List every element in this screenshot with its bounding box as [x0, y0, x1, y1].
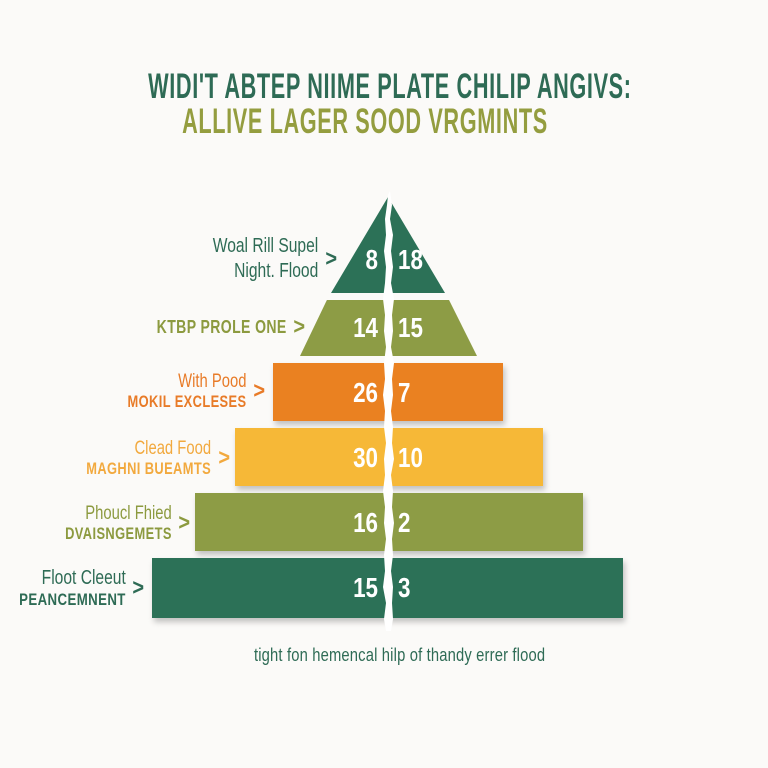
level-6-right-value: 3 — [398, 572, 411, 603]
level-6-label: Floot Cleeut PEANCEMNENT > — [0, 567, 144, 609]
level-1-label-line1: Woal Rill Supel — [212, 235, 319, 257]
level-1-left-value: 8 — [365, 244, 378, 275]
level-2-left-value: 14 — [353, 312, 378, 343]
level-1-label-line2: Night. Flood — [234, 260, 319, 282]
level-3-label-line1: With Pood — [177, 371, 247, 392]
level-5-label-line2: DVAISNGEMETS — [64, 525, 172, 543]
page-title: WIDI'T ABTEP NIIME PLATE CHILIP ANGIVS: … — [0, 67, 730, 141]
arrow-right-icon: > — [293, 314, 305, 340]
footer-caption-text: tight fon hemencal hilp of thandy errer … — [254, 645, 546, 665]
level-6-left-value: 15 — [353, 572, 378, 603]
level-3-right-value: 7 — [398, 377, 411, 408]
level-6-label-line1: Floot Cleeut — [41, 567, 126, 589]
arrow-right-icon: > — [178, 509, 190, 536]
level-2-right-value: 15 — [398, 312, 423, 343]
level-4-label-line1: Clead Food — [134, 438, 212, 459]
arrow-right-icon: > — [325, 245, 337, 272]
arrow-right-icon: > — [132, 574, 144, 601]
torn-center-divider — [383, 191, 394, 631]
arrow-right-icon: > — [218, 444, 230, 471]
title-line-2: ALLIVE LAGER SOOD VRGMINTS — [182, 102, 548, 141]
level-1-label: Woal Rill Supel Night. Flood > — [183, 234, 337, 284]
level-5-left-value: 16 — [353, 507, 378, 538]
level-4-label-line2: MAGHNI BUEAMTS — [86, 460, 212, 478]
level-4-right-value: 10 — [398, 442, 423, 473]
level-6-label-line2: PEANCEMNENT — [18, 590, 126, 609]
level-3-label-line2: MOKIL EXCLESES — [127, 393, 247, 411]
level-3-label: With Pood MOKIL EXCLESES > — [94, 370, 265, 412]
level-2-label: KTBP PROLE ONE > — [120, 314, 305, 340]
level-5-label-line1: Phoucl Fhied — [84, 503, 172, 524]
arrow-right-icon: > — [253, 377, 265, 404]
title-line-1: WIDI'T ABTEP NIIME PLATE CHILIP ANGIVS: — [148, 67, 632, 106]
level-1-right-value: 18 — [398, 244, 423, 275]
level-2-label-line1: KTBP PROLE ONE — [156, 317, 287, 337]
level-4-left-value: 30 — [353, 442, 378, 473]
level-5-label: Phoucl Fhied DVAISNGEMETS > — [35, 502, 190, 544]
footer-caption: tight fon hemencal hilp of thandy errer … — [32, 645, 768, 666]
level-5-right-value: 2 — [398, 507, 411, 538]
level-3-left-value: 26 — [353, 377, 378, 408]
level-4-label: Clead Food MAGHNI BUEAMTS > — [51, 437, 230, 479]
